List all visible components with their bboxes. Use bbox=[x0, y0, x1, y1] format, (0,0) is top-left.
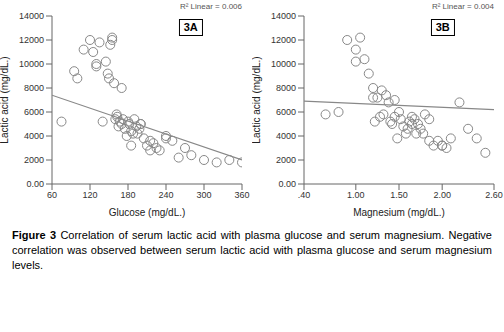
svg-text:Lactic acid (mg/dL.): Lactic acid (mg/dL.) bbox=[8, 56, 10, 143]
html-text:R² Linear = 0.004: R² Linear = 0.004 bbox=[432, 2, 494, 11]
svg-text:4000: 4000 bbox=[276, 131, 296, 141]
html-text:3A: 3A bbox=[183, 21, 198, 33]
svg-text:120: 120 bbox=[82, 190, 97, 200]
html-text:Figure 3 Correlation of serum: Figure 3 Correlation of serum lactic aci… bbox=[12, 229, 492, 271]
svg-text:240: 240 bbox=[158, 190, 173, 200]
svg-text:8000: 8000 bbox=[24, 83, 44, 93]
svg-text:14000: 14000 bbox=[19, 11, 44, 21]
svg-text:2000: 2000 bbox=[24, 155, 44, 165]
svg-text:12000: 12000 bbox=[271, 35, 296, 45]
html-text:3B: 3B bbox=[435, 21, 450, 33]
svg-text:Magnesium (mg/dL.): Magnesium (mg/dL.) bbox=[353, 207, 445, 218]
html-text:R² Linear = 0.006: R² Linear = 0.006 bbox=[180, 2, 242, 11]
svg-text:60: 60 bbox=[47, 190, 57, 200]
svg-text:10000: 10000 bbox=[19, 59, 44, 69]
svg-text:300: 300 bbox=[196, 190, 211, 200]
svg-text:10000: 10000 bbox=[271, 59, 296, 69]
svg-text:0.00: 0.00 bbox=[26, 179, 44, 189]
svg-text:Glucose (mg/dL.): Glucose (mg/dL.) bbox=[109, 207, 186, 218]
svg-text:360: 360 bbox=[234, 190, 249, 200]
svg-text:2.00: 2.00 bbox=[433, 190, 451, 200]
svg-text:4000: 4000 bbox=[24, 131, 44, 141]
svg-text:2.60: 2.60 bbox=[485, 190, 496, 200]
svg-text:2000: 2000 bbox=[276, 155, 296, 165]
svg-text:12000: 12000 bbox=[19, 35, 44, 45]
svg-text:6000: 6000 bbox=[24, 107, 44, 117]
svg-text:1.00: 1.00 bbox=[347, 190, 365, 200]
svg-text:0.00: 0.00 bbox=[278, 179, 296, 189]
svg-text:6000: 6000 bbox=[276, 107, 296, 117]
svg-text:.40: .40 bbox=[298, 190, 311, 200]
svg-text:14000: 14000 bbox=[271, 11, 296, 21]
svg-text:1.50: 1.50 bbox=[390, 190, 408, 200]
svg-text:180: 180 bbox=[120, 190, 135, 200]
svg-text:Lactic acid (mg/dL.): Lactic acid (mg/dL.) bbox=[252, 56, 262, 143]
svg-text:8000: 8000 bbox=[276, 83, 296, 93]
